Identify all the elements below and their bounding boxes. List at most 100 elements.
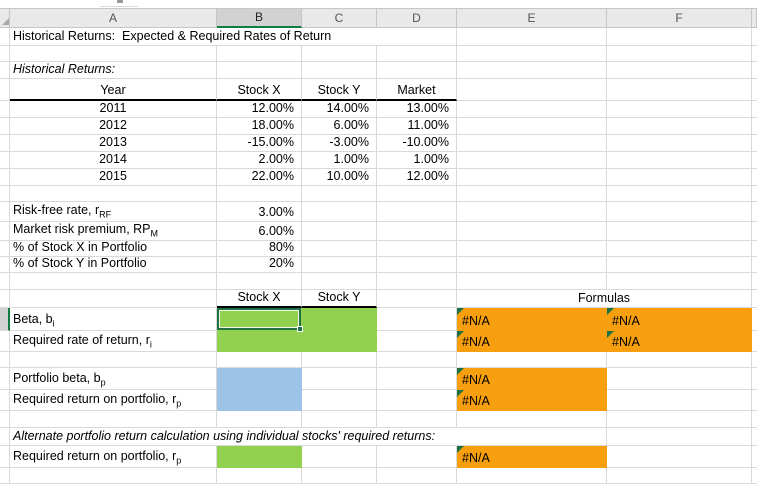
row-header[interactable]	[0, 152, 10, 169]
riskfree-label-cell[interactable]: Risk-free rate, rRF	[10, 202, 217, 222]
cell[interactable]	[607, 202, 752, 222]
col-header-A[interactable]: A	[10, 8, 217, 28]
alternate-note-cell[interactable]: Alternate portfolio return calculation u…	[10, 428, 607, 446]
cell[interactable]	[10, 273, 217, 290]
col-header-D[interactable]: D	[377, 8, 457, 28]
cell[interactable]	[457, 169, 607, 186]
cell[interactable]	[302, 468, 377, 484]
row-header[interactable]	[0, 101, 10, 118]
col-header-F[interactable]: F	[607, 8, 752, 28]
calc-stockx-header-cell[interactable]: Stock X	[217, 290, 302, 308]
required-rate-stockx-input-cell[interactable]	[217, 331, 302, 352]
cell[interactable]	[457, 273, 607, 290]
row-header[interactable]	[0, 202, 10, 222]
col-header-E[interactable]: E	[457, 8, 607, 28]
cell[interactable]	[607, 46, 752, 62]
row-header[interactable]	[0, 135, 10, 152]
stocky-value-cell[interactable]: 1.00%	[302, 152, 377, 169]
cell[interactable]	[302, 273, 377, 290]
cell[interactable]	[217, 273, 302, 290]
cell[interactable]	[457, 352, 607, 368]
cell[interactable]	[377, 468, 457, 484]
cell[interactable]	[607, 169, 752, 186]
cell[interactable]	[302, 46, 377, 62]
cell[interactable]	[217, 186, 302, 202]
pctx-value-cell[interactable]: 80%	[217, 241, 302, 257]
alternate-return-label-cell[interactable]: Required return on portfolio, rp	[10, 446, 217, 468]
row-header-selected[interactable]	[0, 308, 10, 331]
cell[interactable]	[10, 46, 217, 62]
market-value-cell[interactable]: 11.00%	[377, 118, 457, 135]
cell[interactable]	[377, 186, 457, 202]
cell[interactable]	[457, 468, 607, 484]
cell[interactable]	[302, 222, 377, 241]
row-header[interactable]	[0, 290, 10, 308]
row-header[interactable]	[0, 468, 10, 484]
cell[interactable]	[377, 411, 457, 428]
stockx-value-cell[interactable]: 12.00%	[217, 101, 302, 118]
market-value-cell[interactable]: 12.00%	[377, 169, 457, 186]
stocky-value-cell[interactable]: 14.00%	[302, 101, 377, 118]
title-cell[interactable]: Historical Returns: Expected & Required …	[10, 28, 457, 46]
cell[interactable]	[377, 202, 457, 222]
cell[interactable]	[10, 468, 217, 484]
row-header[interactable]	[0, 62, 10, 79]
calc-stocky-header-cell[interactable]: Stock Y	[302, 290, 377, 308]
row-header[interactable]	[0, 368, 10, 390]
cell[interactable]	[607, 446, 752, 468]
section-label-cell[interactable]: Historical Returns:	[10, 62, 217, 79]
portfolio-beta-formula-cell[interactable]: #N/A	[457, 368, 607, 390]
cell[interactable]	[302, 446, 377, 468]
cell[interactable]	[10, 186, 217, 202]
portfolio-return-label-cell[interactable]: Required return on portfolio, rp	[10, 390, 217, 411]
cell[interactable]	[457, 62, 607, 79]
portfolio-beta-input-cell[interactable]	[217, 368, 302, 390]
cell[interactable]	[607, 273, 752, 290]
year-cell[interactable]: 2011	[10, 101, 217, 118]
cell[interactable]	[302, 186, 377, 202]
row-header[interactable]	[0, 446, 10, 468]
year-header-cell[interactable]: Year	[10, 79, 217, 101]
cell[interactable]	[457, 101, 607, 118]
cell[interactable]	[217, 46, 302, 62]
cell[interactable]	[10, 290, 217, 308]
market-value-cell[interactable]: 1.00%	[377, 152, 457, 169]
cell[interactable]	[607, 468, 752, 484]
cell[interactable]	[457, 118, 607, 135]
cell[interactable]	[302, 352, 377, 368]
mrp-label-cell[interactable]: Market risk premium, RPM	[10, 222, 217, 241]
riskfree-value-cell[interactable]: 3.00%	[217, 202, 302, 222]
cell[interactable]	[377, 368, 457, 390]
cell[interactable]	[607, 390, 752, 411]
row-header[interactable]	[0, 241, 10, 257]
row-header[interactable]	[0, 79, 10, 101]
formulas-header-cell[interactable]: Formulas	[457, 290, 752, 308]
pcty-label-cell[interactable]: % of Stock Y in Portfolio	[10, 257, 217, 273]
stockx-value-cell[interactable]: 18.00%	[217, 118, 302, 135]
row-header[interactable]	[0, 257, 10, 273]
cell[interactable]	[457, 257, 607, 273]
row-header[interactable]	[0, 273, 10, 290]
year-cell[interactable]: 2014	[10, 152, 217, 169]
cell[interactable]	[302, 257, 377, 273]
cell[interactable]	[377, 273, 457, 290]
cell[interactable]	[377, 446, 457, 468]
cell[interactable]	[377, 290, 457, 308]
cell[interactable]	[217, 468, 302, 484]
required-rate-label-cell[interactable]: Required rate of return, ri	[10, 331, 217, 352]
cell[interactable]	[377, 390, 457, 411]
required-rate-formula-f-cell[interactable]: #N/A	[607, 331, 752, 352]
col-header-B[interactable]: B	[217, 8, 302, 28]
cell[interactable]	[457, 152, 607, 169]
col-header-C[interactable]: C	[302, 8, 377, 28]
pcty-value-cell[interactable]: 20%	[217, 257, 302, 273]
cell[interactable]	[377, 308, 457, 331]
beta-formula-f-cell[interactable]: #N/A	[607, 308, 752, 331]
market-value-cell[interactable]: 13.00%	[377, 101, 457, 118]
row-header[interactable]	[0, 28, 10, 46]
portfolio-beta-label-cell[interactable]: Portfolio beta, bp	[10, 368, 217, 390]
select-all-button[interactable]	[0, 8, 10, 28]
cell[interactable]	[607, 28, 752, 46]
pctx-label-cell[interactable]: % of Stock X in Portfolio	[10, 241, 217, 257]
stocky-value-cell[interactable]: 10.00%	[302, 169, 377, 186]
